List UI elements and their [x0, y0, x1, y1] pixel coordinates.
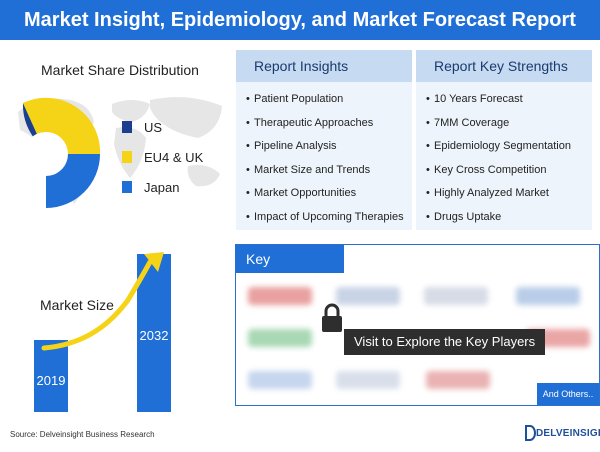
strength-item: 7MM Coverage — [416, 112, 592, 136]
report-title-banner: Market Insight, Epidemiology, and Market… — [0, 0, 600, 40]
market-share-legend: US EU4 & UK Japan — [122, 112, 203, 202]
blurred-company-logo — [336, 371, 400, 389]
insight-item: Impact of Upcoming Therapies — [236, 206, 412, 230]
legend-swatch-japan — [122, 181, 132, 193]
delveinsight-logo-icon — [525, 425, 536, 441]
blurred-company-logo — [248, 329, 312, 347]
insight-item: Market Opportunities — [236, 182, 412, 206]
market-share-title: Market Share Distribution — [41, 62, 199, 78]
report-strengths-title: Report Key Strengths — [416, 50, 592, 82]
growth-arrow-icon — [41, 259, 153, 351]
delveinsight-logo: DELVEINSIGHT — [524, 424, 600, 442]
report-strengths-list: 10 Years Forecast 7MM Coverage Epidemiol… — [416, 82, 592, 229]
blurred-company-logo — [336, 287, 400, 305]
legend-label-eu4-uk: EU4 & UK — [144, 149, 204, 165]
blurred-company-logo — [426, 371, 490, 389]
legend-item-eu4-uk: EU4 & UK — [122, 142, 203, 172]
and-others-button[interactable]: And Others.. — [537, 383, 599, 405]
bar-2032 — [137, 254, 171, 412]
insight-item: Patient Population — [236, 88, 412, 112]
growth-arrow-head-icon — [144, 252, 164, 272]
strength-item: Key Cross Competition — [416, 159, 592, 183]
key-companies-panel[interactable]: Key Companies Visit to Explore the Key P… — [235, 244, 600, 406]
source-note: Source: Delveinsight Business Research — [10, 430, 155, 439]
strength-item: 10 Years Forecast — [416, 88, 592, 112]
report-insights-list: Patient Population Therapeutic Approache… — [236, 82, 412, 229]
insight-item: Therapeutic Approaches — [236, 112, 412, 136]
legend-item-us: US — [122, 112, 203, 142]
strength-item: Drugs Uptake — [416, 206, 592, 230]
blurred-company-logo — [248, 371, 312, 389]
market-size-graphic: Market Size 2019 2032 — [34, 252, 171, 412]
delveinsight-logo-text: DELVEINSIGHT — [536, 427, 600, 439]
market-size-title: Market Size — [40, 297, 114, 313]
bar-label-2032: 2032 — [140, 328, 169, 343]
bar-label-2019: 2019 — [37, 373, 66, 388]
market-share-pie — [22, 97, 100, 208]
insight-item: Market Size and Trends — [236, 159, 412, 183]
blurred-company-logo — [248, 287, 312, 305]
blurred-company-logo — [516, 287, 580, 305]
legend-label-us: US — [144, 119, 163, 135]
strength-item: Epidemiology Segmentation — [416, 135, 592, 159]
blurred-company-logo — [424, 287, 488, 305]
strength-item: Highly Analyzed Market — [416, 182, 592, 206]
lock-icon — [322, 303, 342, 332]
report-strengths-panel: Report Key Strengths 10 Years Forecast 7… — [416, 50, 592, 230]
legend-swatch-eu4-uk — [122, 151, 132, 163]
legend-item-japan: Japan — [122, 172, 203, 202]
explore-key-players-button[interactable]: Visit to Explore the Key Players — [344, 329, 546, 355]
pie-hole — [24, 132, 68, 176]
bar-2019 — [34, 340, 68, 412]
key-companies-title: Key Companies — [236, 245, 344, 295]
report-insights-panel: Report Insights Patient Population Thera… — [236, 50, 412, 230]
insight-item: Pipeline Analysis — [236, 135, 412, 159]
legend-swatch-us — [122, 121, 132, 133]
legend-label-japan: Japan — [144, 179, 180, 195]
report-insights-title: Report Insights — [236, 50, 412, 82]
